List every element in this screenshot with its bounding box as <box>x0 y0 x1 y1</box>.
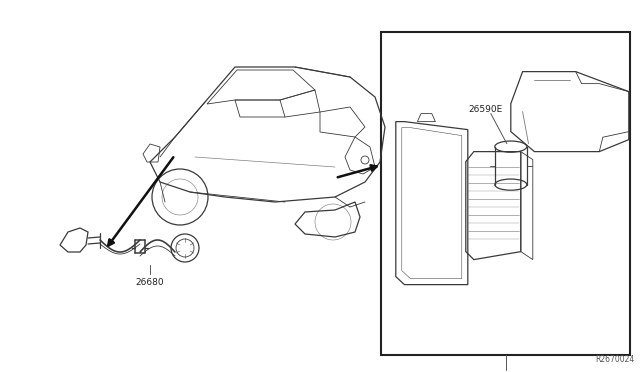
Text: 26680: 26680 <box>136 278 164 287</box>
Text: 26590E: 26590E <box>468 105 503 113</box>
Bar <box>381 32 630 355</box>
Text: R2670024: R2670024 <box>596 355 635 364</box>
